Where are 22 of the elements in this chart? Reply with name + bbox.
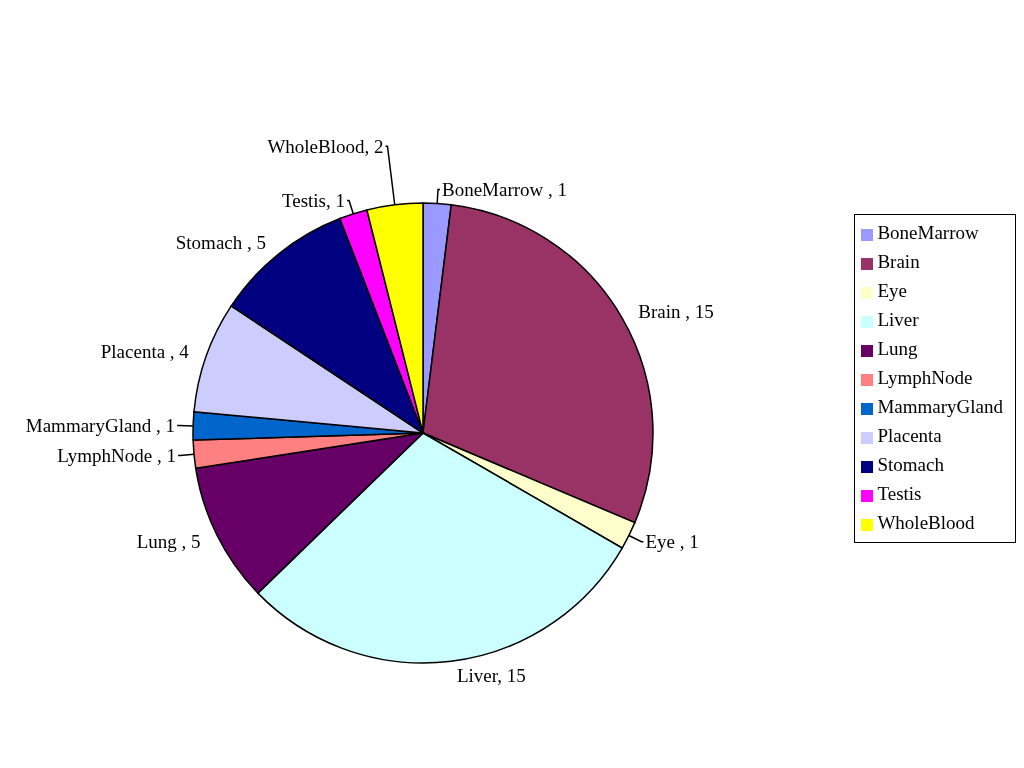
legend-label: Liver [877, 308, 919, 330]
legend-label: Testis [877, 482, 922, 504]
legend-label: MammaryGland [877, 395, 1003, 417]
legend-label: BoneMarrow [877, 221, 979, 243]
legend-label: Lung [877, 337, 918, 359]
data-label: Lung , 5 [136, 531, 201, 553]
data-label: BoneMarrow , 1 [442, 178, 568, 200]
data-label: Placenta , 4 [100, 341, 190, 363]
data-label: Liver, 15 [456, 664, 526, 686]
data-label: Testis, 1 [281, 189, 346, 211]
data-label: Brain , 15 [638, 300, 714, 322]
legend-label: WholeBlood [877, 511, 975, 533]
legend-label: Placenta [877, 424, 942, 446]
legend-label: Stomach [877, 453, 944, 475]
legend-label: LymphNode [877, 366, 973, 388]
legend-label: Eye [877, 279, 907, 301]
data-label: WholeBlood, 2 [267, 135, 384, 157]
legend-label: Brain [877, 250, 920, 272]
data-label: MammaryGland , 1 [25, 414, 176, 436]
data-label: LymphNode , 1 [57, 445, 177, 467]
data-label: Eye , 1 [645, 531, 699, 553]
data-label: Stomach , 5 [175, 232, 267, 254]
